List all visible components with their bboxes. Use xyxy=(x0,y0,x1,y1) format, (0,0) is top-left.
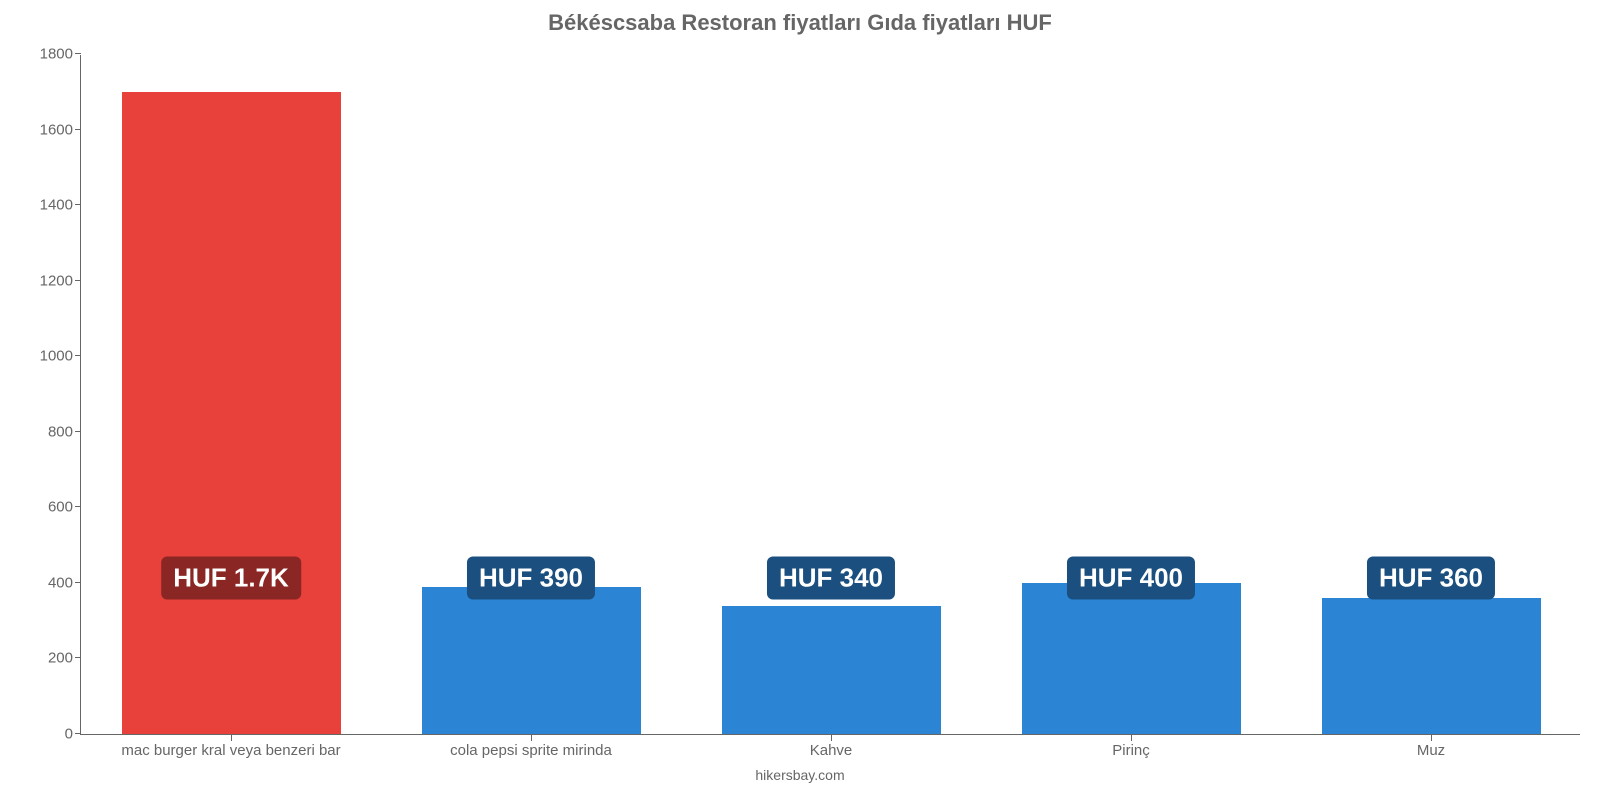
bar xyxy=(722,606,941,734)
source-attribution: hikersbay.com xyxy=(0,767,1600,783)
bar-value-label: HUF 400 xyxy=(1067,556,1195,599)
x-tick-mark xyxy=(231,735,232,741)
x-tick-mark xyxy=(1131,735,1132,741)
bar xyxy=(1022,583,1241,734)
x-tick-mark xyxy=(1431,735,1432,741)
y-tick-mark xyxy=(75,657,81,658)
y-tick-mark xyxy=(75,53,81,54)
y-tick-label: 600 xyxy=(48,499,81,516)
y-tick-label: 1000 xyxy=(40,348,81,365)
y-tick-mark xyxy=(75,355,81,356)
y-tick-label: 0 xyxy=(65,726,81,743)
y-tick-label: 1400 xyxy=(40,197,81,214)
y-tick-label: 200 xyxy=(48,650,81,667)
bar-value-label: HUF 360 xyxy=(1367,556,1495,599)
bar-value-label: HUF 390 xyxy=(467,556,595,599)
y-tick-mark xyxy=(75,204,81,205)
y-tick-label: 1200 xyxy=(40,272,81,289)
y-tick-mark xyxy=(75,582,81,583)
y-tick-mark xyxy=(75,733,81,734)
y-tick-mark xyxy=(75,129,81,130)
bar-value-label: HUF 1.7K xyxy=(161,556,301,599)
y-tick-label: 1800 xyxy=(40,46,81,63)
y-tick-label: 1600 xyxy=(40,121,81,138)
bar-value-label: HUF 340 xyxy=(767,556,895,599)
x-tick-mark xyxy=(531,735,532,741)
plot-area: 020040060080010001200140016001800HUF 1.7… xyxy=(80,55,1580,735)
y-tick-mark xyxy=(75,280,81,281)
bar xyxy=(122,92,341,734)
y-tick-label: 400 xyxy=(48,574,81,591)
y-tick-label: 800 xyxy=(48,423,81,440)
y-tick-mark xyxy=(75,506,81,507)
bar xyxy=(422,587,641,734)
x-tick-mark xyxy=(831,735,832,741)
bar xyxy=(1322,598,1541,734)
chart-title: Békéscsaba Restoran fiyatları Gıda fiyat… xyxy=(0,10,1600,36)
y-tick-mark xyxy=(75,431,81,432)
